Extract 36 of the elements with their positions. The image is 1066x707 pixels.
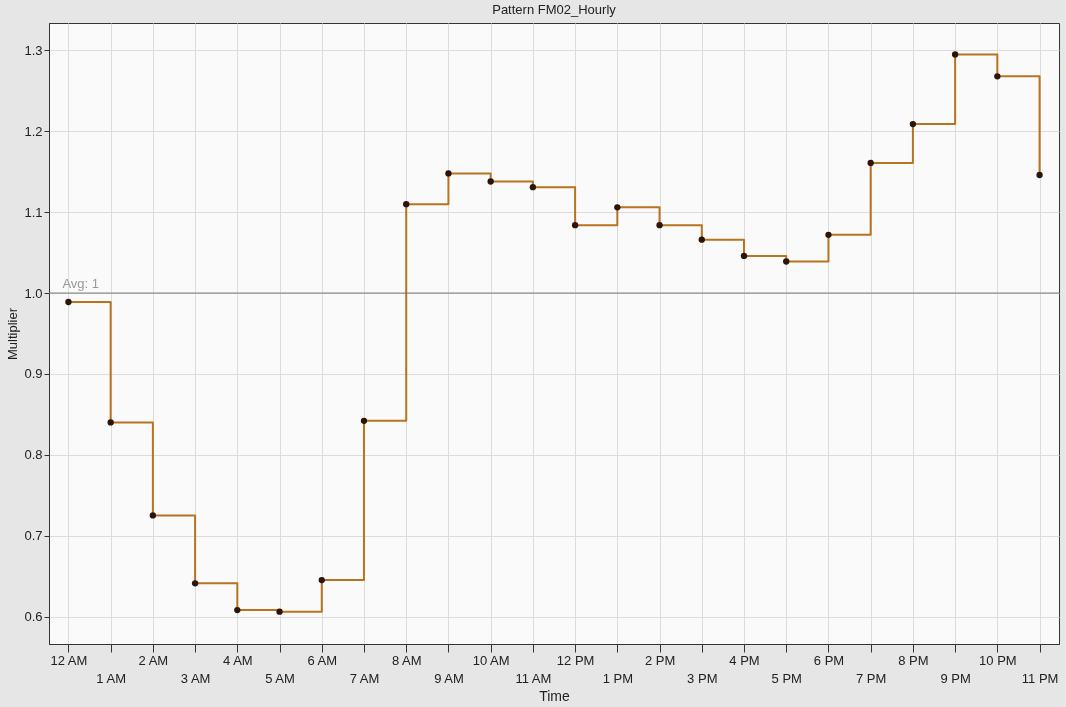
x-tick-label: 11 PM xyxy=(1021,670,1059,686)
x-tick-label: 8 AM xyxy=(391,652,422,668)
x-tick-label: 9 PM xyxy=(940,670,971,686)
x-tick-label: 2 PM xyxy=(644,652,676,668)
x-tick-label: 5 PM xyxy=(771,670,802,686)
x-tick-label: 10 PM xyxy=(979,652,1017,668)
x-tick-label: 3 AM xyxy=(180,670,211,686)
x-tick-label: 11 AM xyxy=(515,670,552,686)
x-tick-label: 9 AM xyxy=(434,670,464,686)
x-tick-label: 4 AM xyxy=(223,652,253,668)
x-tick-label: 6 PM xyxy=(813,652,845,668)
x-tick-label: 4 PM xyxy=(729,652,760,668)
x-tick-label: 1 PM xyxy=(602,670,634,686)
x-tick-label: 5 AM xyxy=(265,670,295,686)
y-axis-title: Multiplier xyxy=(5,307,21,361)
chart-title: Pattern FM02_Hourly xyxy=(492,2,617,17)
y-tick-label: 0.8 xyxy=(24,447,43,463)
x-tick-label: 7 PM xyxy=(856,670,887,686)
ref-line-label: Avg: 1 xyxy=(62,276,100,292)
x-tick-label: 12 PM xyxy=(556,652,595,668)
x-tick-label: 10 AM xyxy=(472,652,510,668)
x-tick-label: 12 AM xyxy=(50,652,88,668)
x-tick-label: 1 AM xyxy=(96,670,126,686)
y-tick-label: 1.3 xyxy=(24,42,43,58)
x-tick-label: 2 AM xyxy=(138,652,169,668)
x-tick-label: 8 PM xyxy=(898,652,929,668)
x-axis-title: Time xyxy=(539,687,571,704)
x-tick-label: 6 AM xyxy=(307,652,338,668)
x-tick-label: 7 AM xyxy=(349,670,380,686)
y-tick-label: 0.9 xyxy=(24,366,43,382)
y-tick-label: 1.1 xyxy=(24,204,43,220)
y-tick-label: 1.2 xyxy=(24,123,43,139)
y-tick-label: 0.7 xyxy=(24,528,43,544)
y-tick-label: 1.0 xyxy=(24,285,43,301)
x-tick-label: 3 PM xyxy=(687,670,718,686)
y-tick-label: 0.6 xyxy=(24,609,43,625)
